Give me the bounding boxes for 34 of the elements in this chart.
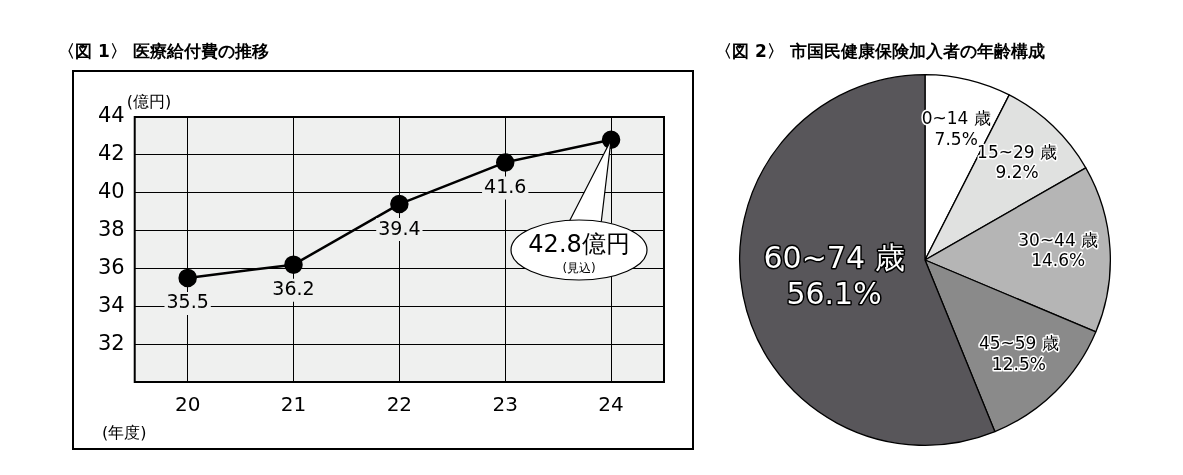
x-tick-label: 21	[280, 392, 307, 417]
annotation: 42.8億円	[527, 229, 631, 258]
data-label: 56.1%	[786, 275, 882, 311]
x-tick-label: 23	[492, 392, 518, 417]
y-tick-label: 44	[97, 103, 125, 128]
data-label: 36.2	[272, 277, 315, 300]
point	[178, 268, 197, 288]
y-tick-label: 38	[97, 217, 125, 242]
data-label: 39.4	[378, 216, 421, 239]
y-tick-label: 40	[97, 179, 125, 204]
point	[284, 255, 303, 274]
data-label: 41.6	[484, 174, 527, 197]
point	[495, 153, 515, 172]
y-tick-label: 34	[97, 292, 125, 317]
slice-label: 60~74 歳	[763, 239, 905, 275]
annotation: (見込)	[561, 260, 597, 275]
data-label: 7.5%	[934, 128, 978, 149]
data-label: 35.5	[166, 290, 209, 313]
x-tick-label: 24	[598, 392, 624, 417]
chart-title: 〈図 2〉 市国民健康保険加入者の年齢構成	[715, 40, 1045, 63]
slice-label: 45~59 歳	[978, 333, 1059, 354]
x-tick-label: 22	[386, 392, 413, 417]
slice-label: 30~44 歳	[1018, 230, 1099, 251]
y-tick-label: 42	[97, 141, 125, 166]
point	[390, 194, 409, 214]
y-tick-label: 36	[97, 254, 125, 279]
x-axis-title: (年度)	[102, 423, 147, 442]
y-tick-label: 32	[97, 330, 125, 355]
data-label: 14.6%	[1031, 250, 1086, 271]
y-axis-title: (億円)	[126, 92, 172, 111]
chart-title: 〈図 1〉 医療給付費の推移	[58, 40, 269, 63]
x-tick-label: 20	[174, 392, 201, 417]
data-label: 9.2%	[995, 161, 1039, 182]
data-label: 12.5%	[991, 353, 1046, 374]
